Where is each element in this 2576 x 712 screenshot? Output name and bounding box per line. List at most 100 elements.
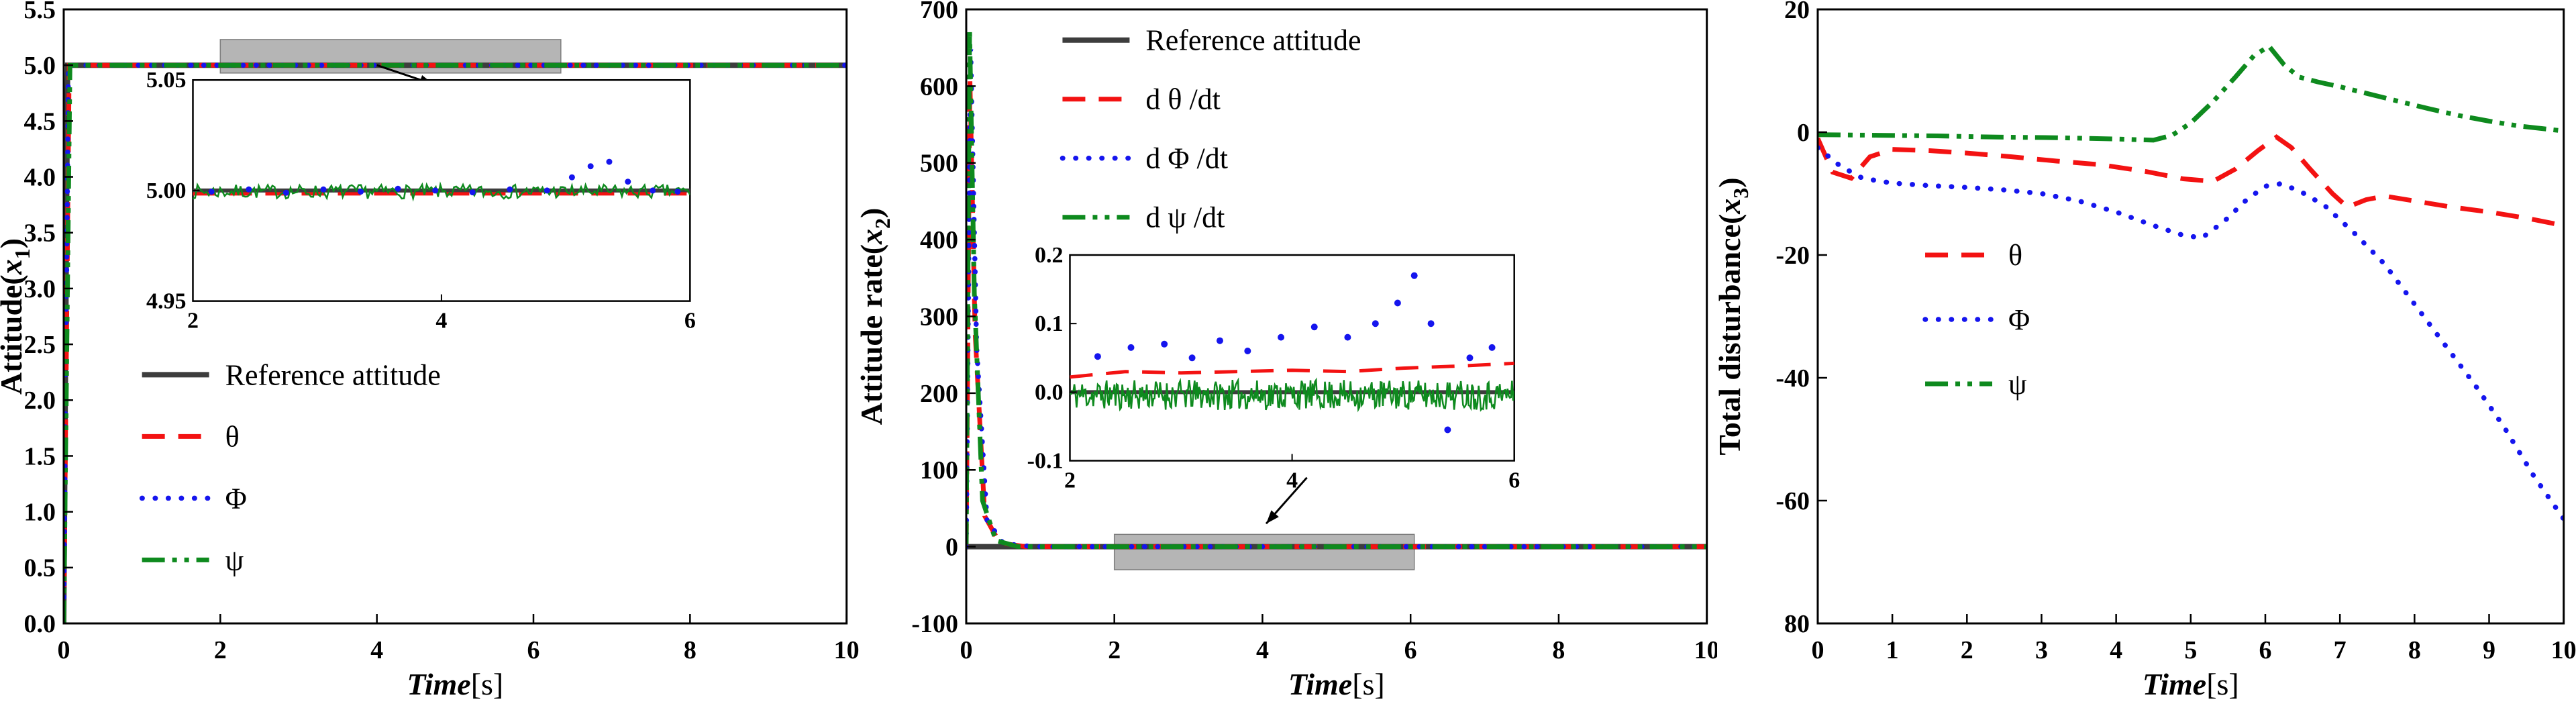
tick-label: 0.1 xyxy=(1035,311,1063,336)
tick-label: 0 xyxy=(1797,119,1810,147)
legend-label: d Φ /dt xyxy=(1145,142,1228,175)
tick-label: 4 xyxy=(1256,636,1269,664)
tick-label: -40 xyxy=(1776,364,1810,393)
series-group xyxy=(1818,43,2565,522)
series-phi xyxy=(208,158,681,196)
y-axis-label: Total disturbance(x3) xyxy=(1717,177,1753,455)
tick-label: 3.0 xyxy=(24,275,56,303)
tick-label: -0.1 xyxy=(1027,449,1063,474)
legend-label: ψ xyxy=(225,544,244,576)
tick-label: 5.00 xyxy=(146,179,186,203)
tick-label: 9 xyxy=(2483,636,2495,664)
tick-label: 1.5 xyxy=(24,442,56,470)
tick-label: 0.5 xyxy=(24,554,56,582)
tick-label: 3.5 xyxy=(24,219,56,248)
x-axis-label: Time[s] xyxy=(407,667,503,701)
tick-label: 2 xyxy=(214,636,227,664)
tick-label: 3 xyxy=(2035,636,2048,664)
tick-label: 4 xyxy=(1286,468,1298,493)
total-disturbance-panel: 0 1 2 3 4 5 6 7 8 9 10 20 0 -20 -40 -60 80 Total disturba… xyxy=(1717,0,2576,712)
zoom-highlight-region xyxy=(1113,533,1415,570)
inset-series xyxy=(193,158,690,202)
inset: 2 4 6 -0.1 0.0 0.1 0.2 xyxy=(1027,243,1520,493)
tick-label: 700 xyxy=(920,0,958,24)
tick-label: 4.95 xyxy=(146,289,186,314)
tick-label: 10 xyxy=(1694,636,1717,664)
legend-label: Reference attitude xyxy=(225,358,441,391)
tick-label: 2 xyxy=(1064,468,1076,493)
tick-label: 2 xyxy=(187,309,199,334)
tick-label: 0.2 xyxy=(1035,243,1063,268)
tick-label: 20 xyxy=(1784,0,1810,24)
series-phi xyxy=(1818,145,2565,522)
series-psi xyxy=(1818,43,2565,143)
tick-label: 600 xyxy=(920,72,958,101)
legend-label: d θ /dt xyxy=(1145,83,1220,116)
legend-label: Φ xyxy=(2008,303,2030,336)
attitude-chart: 0 2 4 6 8 10 0.0 0.5 1.0 1.5 2.0 2.5 3.0 3.5 4.0 4.5 5.0… xyxy=(0,0,859,701)
legend: θΦψ xyxy=(1922,239,2030,401)
legend-label: d ψ /dt xyxy=(1145,201,1225,234)
tick-label: 2 xyxy=(1108,636,1121,664)
legend-label: ψ xyxy=(2008,368,2027,401)
tick-label: 8 xyxy=(1552,636,1565,664)
tick-label: 300 xyxy=(920,303,958,331)
tick-label: -100 xyxy=(911,610,958,638)
x-axis-label: Time[s] xyxy=(1288,667,1385,701)
tick-label: 6 xyxy=(684,309,696,334)
series-dpsi xyxy=(966,28,1707,550)
tick-label: 200 xyxy=(920,380,958,408)
tick-label: 500 xyxy=(920,150,958,178)
attitude-rate-panel: 0 2 4 6 8 10 -100 0 100 200 300 400 500 600 700 Attitud… xyxy=(858,0,1718,712)
axes: 0 1 2 3 4 5 6 7 8 9 10 20 0 -20 -40 -60 80 xyxy=(1776,0,2576,664)
tick-label: 6 xyxy=(2259,636,2272,664)
tick-label: 0.0 xyxy=(24,610,56,638)
tick-label: 6 xyxy=(1404,636,1416,664)
legend: Reference attitude θΦψ xyxy=(139,358,441,576)
axes: 0 2 4 6 8 10 0.0 0.5 1.0 1.5 2.0 2.5 3.0 3.5 4.0 4.5 5.0… xyxy=(24,0,859,664)
tick-label: 8 xyxy=(684,636,697,664)
tick-label: 4.0 xyxy=(24,163,56,191)
zoom-arrow xyxy=(1265,476,1308,525)
x-axis-label: Time[s] xyxy=(2143,667,2239,701)
tick-label: 4 xyxy=(2110,636,2122,664)
tick-label: 8 xyxy=(2408,636,2421,664)
legend-label: θ xyxy=(2008,239,2022,272)
tick-label: 4 xyxy=(435,309,447,334)
zoom-highlight-region xyxy=(219,39,562,74)
legend-label: Φ xyxy=(225,482,247,515)
y-axis-label: Attitude rate(x2) xyxy=(859,208,894,425)
y-axis-label: Attitude(x1) xyxy=(0,238,34,395)
tick-label: 5 xyxy=(2185,636,2198,664)
inset: 2 4 6 4.95 5.00 5.05 xyxy=(146,68,696,333)
attitude-rate-chart: 0 2 4 6 8 10-1000100200300400500600700Attitud… xyxy=(859,0,1718,701)
series-theta xyxy=(1818,134,2565,228)
tick-label: 400 xyxy=(920,226,958,254)
tick-label: 5.5 xyxy=(24,0,56,24)
tick-label: 2.5 xyxy=(24,331,56,359)
series-dtheta xyxy=(1070,361,1514,379)
tick-label: 0 xyxy=(1812,636,1824,664)
tick-label: 4.5 xyxy=(24,107,56,136)
tick-label: 6 xyxy=(527,636,539,664)
tick-label: 0 xyxy=(945,533,958,562)
total-disturbance-chart: 0 1 2 3 4 5 6 7 8 9 10 20 0 -20 -40 -60 80 Total disturba… xyxy=(1717,0,2576,701)
legend-label: Reference attitude xyxy=(1145,24,1361,57)
series-dphi xyxy=(1094,272,1496,434)
legend: Reference attitude d θ /dt d Φ /dt d ψ /dt xyxy=(1060,24,1361,234)
tick-label: 2.0 xyxy=(24,387,56,415)
attitude-panel: 0 2 4 6 8 10 0.0 0.5 1.0 1.5 2.0 2.5 3.0 3.5 4.0 4.5 5.0… xyxy=(0,0,859,712)
tick-label: 10 xyxy=(2551,636,2576,664)
tick-label: 10 xyxy=(834,636,859,664)
tick-label: 7 xyxy=(2334,636,2347,664)
tick-label: 0 xyxy=(57,636,70,664)
tick-label: 0.0 xyxy=(1035,380,1063,405)
tick-label: 100 xyxy=(920,456,958,485)
series-dpsi xyxy=(1070,377,1514,413)
tick-label: 2 xyxy=(1961,636,1973,664)
series-group xyxy=(966,28,1707,550)
tick-label: 1 xyxy=(1886,636,1899,664)
series-psi xyxy=(193,181,690,202)
